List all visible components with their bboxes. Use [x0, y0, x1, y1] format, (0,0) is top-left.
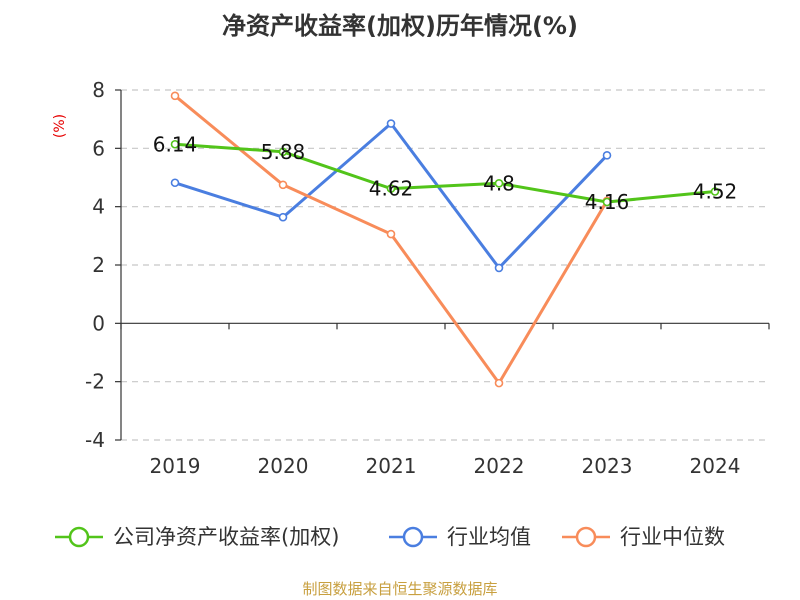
data-point-industry_avg	[602, 151, 612, 160]
y-tick-label: 0	[92, 311, 105, 335]
y-axis-unit-label: (%)	[52, 114, 68, 138]
legend-item-industry_avg: 行业均值	[389, 525, 531, 549]
data-point-company	[710, 187, 720, 196]
data-labels: 6.14 5.88 4.62 4.8 4.16 4.52	[153, 132, 738, 214]
data-label: 4.52	[693, 180, 738, 204]
x-tick-label: 2023	[582, 454, 633, 478]
legend-label: 公司净资产收益率(加权)	[113, 525, 339, 549]
data-point-industry_median	[386, 229, 396, 239]
grid-lines	[121, 89, 769, 441]
x-tick-label: 2024	[690, 454, 741, 478]
data-label: 4.16	[585, 190, 630, 214]
data-label: 5.88	[261, 140, 306, 164]
data-point-company	[494, 179, 504, 188]
data-label: 6.14	[153, 132, 198, 156]
data-point-industry_avg	[278, 212, 288, 222]
series-line-company	[173, 142, 717, 204]
data-point-industry_median	[170, 91, 180, 101]
x-tick-label: 2022	[474, 454, 525, 478]
chart-title: 净资产收益率(加权)历年情况(%)	[222, 12, 578, 40]
data-label: 4.8	[483, 171, 515, 195]
data-point-industry_avg	[170, 178, 180, 188]
legend-item-industry_median: 行业中位数	[562, 525, 725, 549]
data-point-company	[386, 184, 396, 193]
data-point-industry_median	[494, 378, 504, 388]
legend-item-company: 公司净资产收益率(加权)	[55, 525, 339, 549]
x-tick-label: 2020	[258, 454, 309, 478]
series-lines	[170, 91, 720, 388]
series-line-industry_median	[173, 94, 609, 385]
data-label: 4.62	[369, 177, 414, 201]
data-point-industry_median	[278, 180, 288, 190]
y-tick-label: 4	[92, 195, 105, 219]
data-point-company	[602, 197, 612, 207]
legend-swatch-marker	[402, 526, 424, 548]
legend-swatch-marker	[68, 526, 90, 548]
source-note: 制图数据来自恒生聚源数据库	[302, 580, 497, 598]
y-tick-label: 2	[92, 253, 105, 277]
y-tick-label: -4	[85, 428, 105, 452]
x-tick-label: 2021	[366, 454, 417, 478]
y-tick-label: 6	[92, 136, 105, 160]
data-point-industry_avg	[386, 119, 396, 128]
data-point-industry_avg	[494, 263, 504, 273]
legend: 公司净资产收益率(加权) 行业均值 行业中位数	[55, 525, 725, 549]
data-point-company	[170, 139, 180, 149]
legend-swatch-marker	[575, 526, 597, 548]
x-tick-label: 2019	[150, 454, 201, 478]
data-point-company	[278, 147, 288, 157]
legend-label: 行业均值	[447, 525, 531, 549]
legend-label: 行业中位数	[620, 525, 725, 549]
y-tick-label: 8	[92, 78, 105, 102]
y-tick-label: -2	[85, 370, 105, 394]
axes: 8 6 4 2 0 -2 -4 2019 2020 2021 2022 2023 2024	[85, 78, 770, 478]
